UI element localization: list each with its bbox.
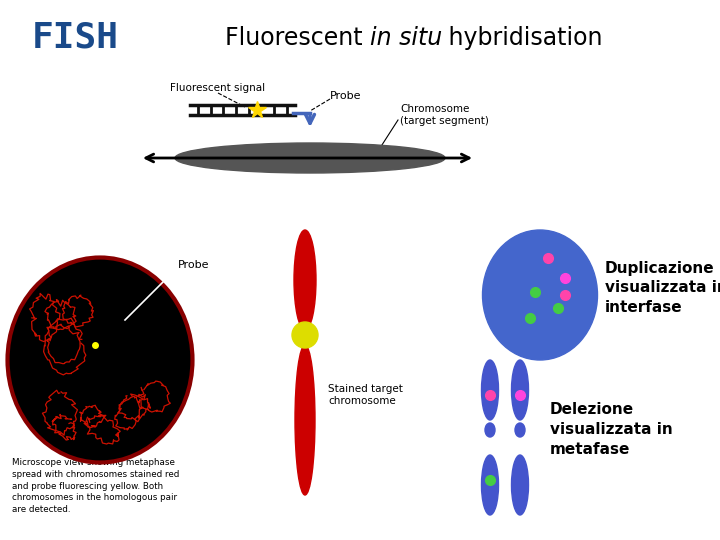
Ellipse shape xyxy=(295,345,315,495)
Text: metafase: metafase xyxy=(550,442,631,457)
Ellipse shape xyxy=(485,423,495,437)
Text: Duplicazione: Duplicazione xyxy=(605,260,715,275)
Ellipse shape xyxy=(515,423,525,437)
Text: interfase: interfase xyxy=(605,300,683,315)
Text: hybridisation: hybridisation xyxy=(441,26,603,50)
Text: visualizzata in: visualizzata in xyxy=(605,280,720,295)
Ellipse shape xyxy=(482,360,498,420)
Ellipse shape xyxy=(482,455,498,515)
Text: Chromosome
(target segment): Chromosome (target segment) xyxy=(400,104,489,126)
Text: in situ: in situ xyxy=(370,26,442,50)
Text: Fluorescent signal: Fluorescent signal xyxy=(171,83,266,93)
Text: Microscope view showing metaphase
spread with chromosomes stained red
and probe : Microscope view showing metaphase spread… xyxy=(12,458,179,514)
Text: Stained target
chromosome: Stained target chromosome xyxy=(328,384,403,406)
Text: visualizzata in: visualizzata in xyxy=(550,422,672,437)
Text: Probe: Probe xyxy=(178,260,210,270)
Ellipse shape xyxy=(511,360,528,420)
Circle shape xyxy=(292,322,318,348)
Text: FISH: FISH xyxy=(32,21,119,55)
Ellipse shape xyxy=(482,230,598,360)
Ellipse shape xyxy=(175,143,445,173)
Ellipse shape xyxy=(511,455,528,515)
Ellipse shape xyxy=(7,258,192,462)
Text: Probe: Probe xyxy=(330,91,361,101)
Ellipse shape xyxy=(294,230,316,330)
Text: Fluorescent: Fluorescent xyxy=(225,26,370,50)
Text: Delezione: Delezione xyxy=(550,402,634,417)
